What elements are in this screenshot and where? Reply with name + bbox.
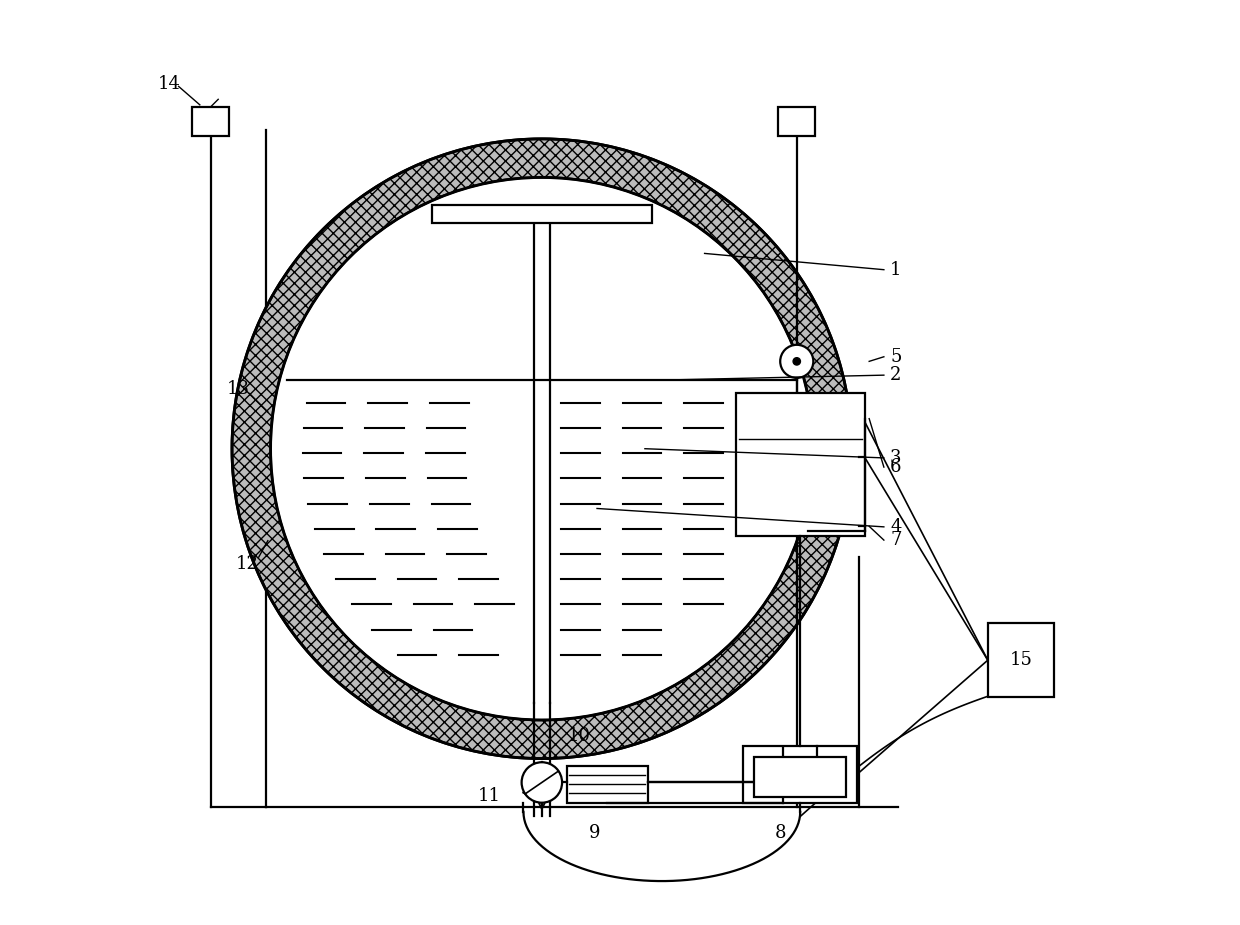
Circle shape	[522, 762, 562, 803]
Text: 11: 11	[477, 787, 501, 806]
PathPatch shape	[232, 139, 852, 758]
Text: 6: 6	[890, 458, 901, 476]
Text: 15: 15	[1009, 651, 1033, 669]
Bar	[988, 623, 1054, 697]
Text: 10: 10	[568, 727, 590, 746]
Bar	[567, 766, 647, 803]
Text: 14: 14	[157, 75, 181, 92]
Text: 2: 2	[890, 366, 901, 384]
Bar	[745, 412, 848, 449]
Text: 7: 7	[890, 531, 901, 549]
Text: 5: 5	[890, 348, 901, 365]
Bar	[754, 757, 846, 797]
Bar	[743, 746, 857, 803]
Bar	[735, 393, 864, 536]
Text: 8: 8	[775, 824, 786, 842]
Text: 9: 9	[589, 824, 600, 842]
Text: 4: 4	[890, 518, 901, 536]
Bar	[192, 106, 229, 136]
Circle shape	[780, 345, 813, 378]
Bar	[432, 205, 652, 224]
Text: 1: 1	[890, 261, 901, 278]
Text: 3: 3	[890, 449, 901, 467]
Circle shape	[794, 358, 801, 365]
Circle shape	[232, 139, 852, 758]
Bar	[779, 106, 815, 136]
Text: 13: 13	[227, 380, 250, 398]
Circle shape	[273, 179, 811, 718]
Text: 12: 12	[236, 555, 259, 573]
